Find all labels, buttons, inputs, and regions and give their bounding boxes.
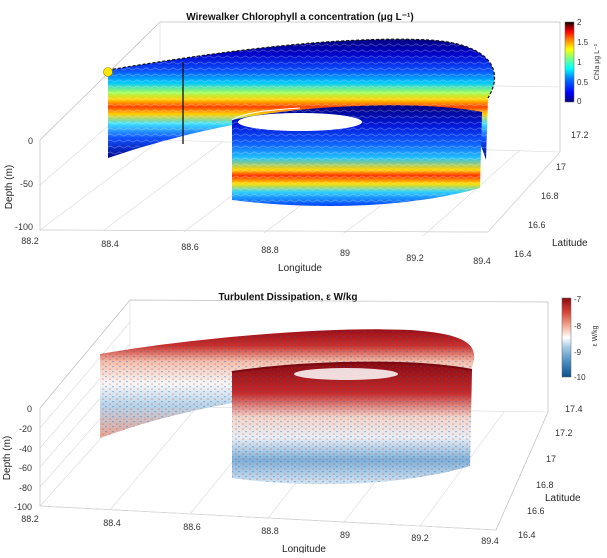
colorbar-tick: -7 — [574, 295, 582, 304]
lon-tick: 88.6 — [181, 242, 199, 252]
colorbar-label: Chla μg L⁻¹ — [594, 43, 601, 80]
lon-tick: 89.2 — [406, 253, 424, 263]
lon-tick: 88.4 — [103, 518, 121, 528]
dissipation-title: Turbulent Dissipation, ε W/kg — [218, 292, 357, 303]
lon-tick: 88.2 — [21, 514, 39, 524]
depth-tick: -60 — [19, 463, 32, 473]
chla-colorbar: 2 1.5 1 0.5 0 Chla μg L⁻¹ — [564, 18, 601, 106]
dissipation-curtain — [100, 329, 475, 485]
colorbar-tick: 0 — [577, 97, 582, 106]
lon-tick: 89.4 — [473, 256, 491, 266]
depth-tick: -100 — [14, 502, 32, 512]
colorbar-tick: 1 — [577, 58, 582, 67]
lat-tick: 17.4 — [565, 404, 583, 414]
dissipation-colorbar: -7 -8 -9 -10 ε W/kg — [561, 295, 599, 382]
lat-tick: 17 — [556, 162, 566, 172]
colorbar-tick: -10 — [574, 373, 586, 382]
colorbar-label: ε W/kg — [592, 325, 599, 346]
chla-depth-axis: 0 -50 -100 Depth (m) — [4, 136, 33, 232]
colorbar-gradient — [564, 21, 575, 103]
colorbar-gradient — [561, 297, 572, 378]
lat-tick: 16.4 — [518, 530, 536, 540]
lon-label: Longitude — [282, 544, 326, 553]
lat-tick: 16.4 — [514, 249, 532, 259]
chla-panel: Wirewalker Chlorophyll a concentration (… — [0, 0, 607, 276]
depth-tick: -100 — [15, 222, 33, 232]
chla-latitude-axis: 16.4 16.6 16.8 17 17.2 Latitude — [514, 130, 589, 259]
dissipation-latitude-axis: 16.4 16.6 16.8 17 17.2 17.4 Latitude — [518, 404, 583, 540]
colorbar-tick: -9 — [574, 348, 582, 357]
colorbar-tick: 2 — [577, 18, 582, 27]
colorbar-tick: 1.5 — [577, 38, 589, 47]
depth-tick: -40 — [19, 444, 32, 454]
chla-plot: Wirewalker Chlorophyll a concentration (… — [4, 12, 601, 274]
chla-title: Wirewalker Chlorophyll a concentration (… — [186, 12, 413, 23]
lon-tick: 89.2 — [411, 533, 429, 543]
colorbar-tick: -8 — [574, 322, 582, 331]
dissipation-plot: Turbulent Dissipation, ε W/kg 0 -20 -40 … — [2, 292, 599, 555]
lon-tick: 88.8 — [261, 526, 279, 536]
lat-tick: 17 — [546, 454, 556, 464]
depth-label: Depth (m) — [2, 436, 13, 480]
dissipation-panel: Turbulent Dissipation, ε W/kg 0 -20 -40 … — [0, 276, 607, 555]
lon-label: Longitude — [278, 263, 322, 274]
depth-tick: -20 — [19, 424, 32, 434]
lat-tick: 17.2 — [555, 428, 573, 438]
depth-tick: -80 — [19, 483, 32, 493]
lat-tick: 16.8 — [541, 191, 559, 201]
depth-tick: 0 — [28, 136, 33, 146]
lon-tick: 88.6 — [183, 522, 201, 532]
lon-tick: 88.2 — [21, 236, 39, 246]
lon-tick: 88.4 — [101, 239, 119, 249]
lon-tick: 89.4 — [481, 536, 499, 546]
dissipation-longitude-axis: 88.2 88.4 88.6 88.8 89 89.2 89.4 Longitu… — [21, 514, 499, 555]
lat-tick: 17.2 — [571, 130, 589, 140]
depth-tick: -50 — [20, 179, 33, 189]
chla-longitude-axis: 88.2 88.4 88.6 88.8 89 89.2 89.4 Longitu… — [21, 236, 491, 274]
lat-tick: 16.8 — [536, 480, 554, 490]
lon-tick: 89 — [340, 530, 350, 540]
lon-tick: 88.8 — [261, 245, 279, 255]
colorbar-tick: 0.5 — [577, 78, 589, 87]
dissipation-depth-axis: 0 -20 -40 -60 -80 -100 Depth (m) — [2, 404, 32, 512]
lat-tick: 16.6 — [527, 506, 545, 516]
lat-label: Latitude — [552, 238, 588, 249]
lat-tick: 16.6 — [528, 220, 546, 230]
depth-tick: 0 — [27, 404, 32, 414]
depth-label: Depth (m) — [4, 165, 15, 209]
start-marker — [103, 67, 113, 77]
lat-label: Latitude — [545, 493, 581, 504]
chla-curtain — [107, 38, 496, 207]
lon-tick: 89 — [340, 248, 350, 258]
